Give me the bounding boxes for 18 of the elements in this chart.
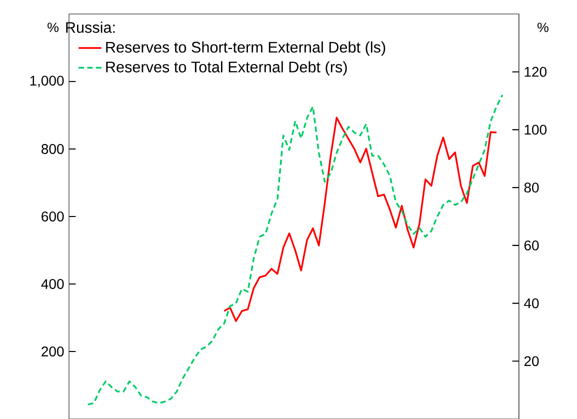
y-axis-title: % (48, 22, 59, 32)
y2-tick-label: 60 (524, 240, 539, 250)
y2-tick-label: 100 (524, 124, 547, 135)
legend-label: Reserves to Short-term External Debt (ls) (106, 41, 386, 56)
legend-label: Reserves to Total External Debt (rs) (106, 61, 347, 76)
y2-tick-label: 120 (524, 66, 547, 77)
y-tick-label: 800 (42, 144, 64, 154)
y2-tick-label: 20 (524, 356, 539, 366)
y-tick-label: 1,000 (30, 76, 64, 88)
line-series (87, 94, 504, 406)
y2-tick-label: 80 (524, 182, 539, 193)
y-tick-label: 600 (42, 212, 64, 222)
y-tick-label: 200 (42, 346, 64, 356)
line-series (223, 116, 498, 322)
y2-tick-label: 40 (524, 298, 539, 308)
y-tick-label: 400 (41, 279, 64, 289)
legend-title: Russia: (66, 22, 115, 33)
y2-axis-title: % (538, 22, 548, 32)
